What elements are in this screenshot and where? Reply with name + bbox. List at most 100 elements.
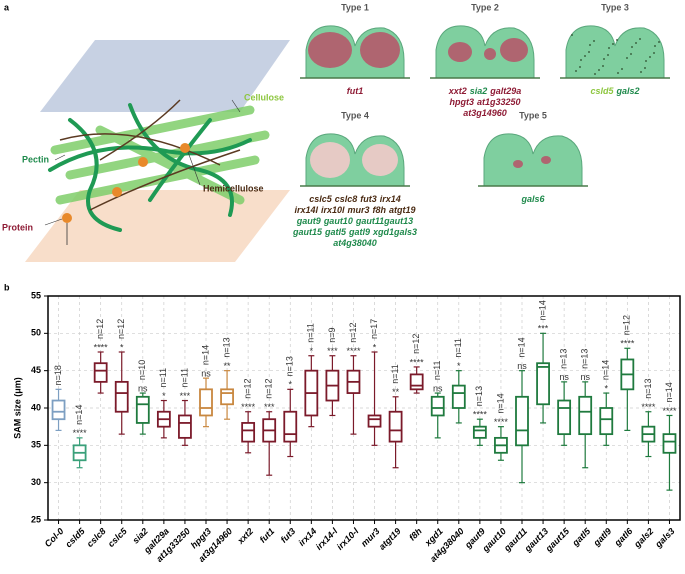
box: [388, 410, 403, 443]
pattern-dot: [644, 67, 646, 69]
gene-name: at3g14960: [463, 108, 507, 118]
box: [515, 395, 529, 447]
significance-label: ****: [473, 410, 488, 420]
gene-list: at3g14960: [463, 108, 507, 118]
n-label: n=12: [243, 378, 253, 398]
pattern-dot: [589, 44, 591, 46]
diagram-label: Pectin: [22, 154, 49, 164]
pattern-dot: [571, 34, 573, 36]
gene-name: gaut9: [296, 216, 321, 226]
significance-label: *: [373, 342, 377, 352]
significance-label: ****: [494, 417, 509, 427]
gene-name: hpgt3: [449, 97, 474, 107]
significance-label: *: [605, 383, 609, 393]
pattern-dot: [631, 46, 633, 48]
n-label: n=14: [200, 345, 210, 365]
n-label: n=11: [306, 323, 316, 343]
box: [451, 384, 466, 409]
pattern-dot: [640, 71, 642, 73]
x-tick-label: irx10-l: [335, 526, 361, 552]
gene-name: irx10l: [321, 205, 345, 215]
gene-name: cslc8: [335, 194, 358, 204]
gene-name: csld5: [590, 86, 614, 96]
x-tick-label: fut1: [258, 526, 277, 545]
significance-label: ****: [620, 339, 635, 349]
pattern-patch: [362, 144, 398, 176]
panel-label: a: [4, 2, 10, 12]
y-tick-label: 25: [31, 514, 41, 524]
n-label: n=12: [622, 315, 632, 335]
n-label: n=13: [221, 337, 231, 357]
pattern-dot: [579, 66, 581, 68]
significance-label: ****: [410, 357, 425, 367]
gene-name: xxt2: [448, 86, 467, 96]
pattern-dot: [653, 52, 655, 54]
n-label: n=13: [474, 386, 484, 406]
x-tick-label: fut3: [279, 526, 298, 545]
pattern-dot: [635, 42, 637, 44]
gene-name: gatl9: [348, 227, 370, 237]
box: [178, 414, 192, 439]
n-label: n=12: [116, 319, 126, 339]
significance-label: ****: [73, 428, 88, 438]
significance-label: ***: [538, 324, 549, 334]
gene-name: atgt19: [389, 205, 416, 215]
diagram-label: Hemicellulose: [203, 183, 264, 193]
box: [283, 410, 298, 443]
type-title: Type 5: [519, 110, 547, 120]
y-tick-label: 30: [31, 477, 41, 487]
gene-name: f8h: [373, 205, 387, 215]
significance-label: *: [457, 361, 461, 371]
significance-label: ****: [662, 406, 677, 416]
type-title: Type 1: [341, 2, 369, 12]
pattern-patch: [360, 32, 400, 68]
pattern-dot: [575, 70, 577, 72]
n-label: n=12: [411, 334, 421, 354]
pattern-patch: [541, 156, 551, 164]
box: [557, 399, 572, 436]
pattern-dot: [639, 38, 641, 40]
x-tick-label: csld5: [63, 525, 87, 549]
box: [199, 388, 213, 417]
n-label: n=14: [664, 382, 674, 402]
type-title: Type 2: [471, 2, 499, 12]
gene-name: at4g38040: [333, 238, 377, 248]
gene-name: gals6: [520, 194, 545, 204]
box: [93, 362, 108, 383]
box: [578, 395, 593, 436]
x-tick-label: irx14-l: [314, 526, 340, 552]
significance-label: *: [289, 380, 293, 390]
n-label: n=13: [559, 349, 569, 369]
n-label: n=12: [264, 378, 274, 398]
pattern-dot: [588, 51, 590, 53]
significance-label: ***: [264, 402, 275, 412]
x-tick-label: gatl5: [570, 525, 593, 548]
gene-name: at1g33250: [477, 97, 521, 107]
plot-frame: [47, 295, 681, 521]
x-tick-label: atgt19: [377, 526, 403, 552]
gene-name: xgd1gals3: [372, 227, 417, 237]
significance-label: ***: [180, 391, 191, 401]
pattern-dot: [580, 59, 582, 61]
pattern-dot: [598, 69, 600, 71]
n-label: n=11: [432, 360, 442, 380]
significance-label: ns: [559, 372, 569, 382]
n-label: n=13: [643, 378, 653, 398]
gene-list: hpgt3 at1g33250: [449, 97, 520, 107]
n-label: n=17: [369, 319, 379, 339]
meristem-illustration: [560, 25, 670, 79]
box: [241, 422, 256, 443]
gene-list: at4g38040: [333, 238, 377, 248]
n-label: n=18: [53, 365, 63, 385]
significance-label: ns: [201, 369, 211, 379]
box: [536, 362, 550, 406]
box: [599, 407, 614, 436]
box: [430, 395, 445, 417]
x-tick-label: gaut15: [543, 525, 572, 554]
x-tick-label: Col-0: [43, 526, 66, 549]
pattern-dot: [621, 68, 623, 70]
diagram-label: Protein: [2, 222, 33, 232]
pattern-patch: [310, 142, 350, 178]
pattern-dot: [594, 73, 596, 75]
panel-label: b: [4, 282, 10, 292]
